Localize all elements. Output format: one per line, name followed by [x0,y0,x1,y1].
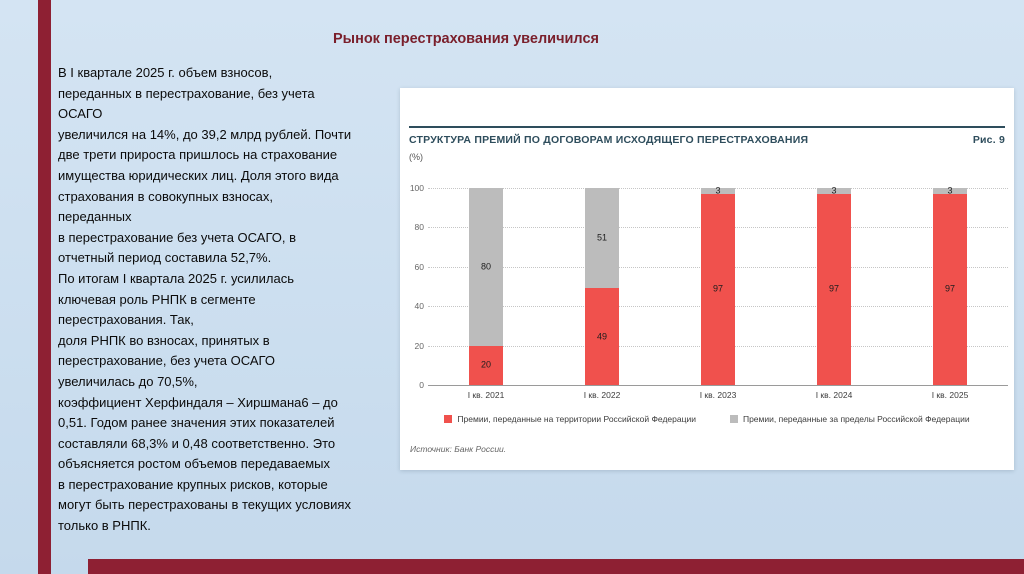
legend-label: Премии, переданные на территории Российс… [457,414,696,424]
legend-label: Премии, переданные за пределы Российской… [742,414,970,424]
bar-value-label: 51 [596,232,607,243]
legend-item: Премии, переданные за пределы Российской… [729,414,970,424]
bar-segment: 97 [817,193,851,385]
x-tick-label: I кв. 2021 [467,390,505,400]
bottom-accent-bar [88,559,1024,574]
y-tick-label: 60 [414,261,424,272]
legend-swatch [729,415,738,423]
bar-segment: 3 [817,185,851,196]
bar-value-label: 20 [480,359,491,370]
x-tick-label: I кв. 2024 [815,390,853,400]
x-axis-line [428,385,1008,386]
stacked-bar-chart: 0 20 40 60 80 100 20 80 I кв. 2021 49 51 I кв. 2022… [410,183,1008,400]
y-tick-label: 100 [409,183,424,193]
bar-segment: 20 [469,345,503,385]
y-tick-label: 80 [414,222,424,233]
x-tick-label: I кв. 2023 [699,390,737,400]
bar-value-label: 80 [480,261,491,272]
bar-segment: 49 [585,288,619,385]
chart-legend: Премии, переданные на территории Российс… [410,414,1004,424]
y-tick-label: 40 [414,301,424,312]
bar-value-label: 3 [715,185,721,196]
figure-panel: СТРУКТУРА ПРЕМИЙ ПО ДОГОВОРАМ ИСХОДЯЩЕГО… [400,88,1014,470]
y-tick-label: 20 [414,340,424,351]
bar-value-label: 97 [944,283,955,294]
legend-swatch [444,415,453,423]
bar-value-label: 49 [596,331,607,342]
bar-segment: 80 [469,188,503,346]
chart-title: СТРУКТУРА ПРЕМИЙ ПО ДОГОВОРАМ ИСХОДЯЩЕГО… [409,134,809,146]
figure-top-rule [409,126,1005,128]
slide-title: Рынок перестрахования увеличился [333,31,599,47]
x-tick-label: I кв. 2022 [583,390,621,400]
bar-value-label: 97 [712,283,723,294]
axis-unit-label: (%) [409,152,423,162]
slide-body-text: В I квартале 2025 г. объем взносов, пере… [58,65,352,534]
figure-number: Рис. 9 [972,134,1005,146]
bar-segment: 97 [701,193,735,385]
bar-value-label: 3 [947,185,953,196]
bar-segment: 97 [933,193,967,385]
bar-segment: 51 [585,188,619,289]
chart-source: Источник: Банк России. [410,444,507,454]
y-tick-label: 0 [419,380,424,390]
x-tick-label: I кв. 2025 [931,390,969,400]
figure-header: СТРУКТУРА ПРЕМИЙ ПО ДОГОВОРАМ ИСХОДЯЩЕГО… [409,134,1005,146]
bar-value-label: 3 [831,185,837,196]
bar-segment: 3 [933,185,967,196]
bar-value-label: 97 [828,283,839,294]
left-accent-bar [38,0,51,574]
bar-segment: 3 [701,185,735,196]
legend-item: Премии, переданные на территории Российс… [444,414,696,424]
